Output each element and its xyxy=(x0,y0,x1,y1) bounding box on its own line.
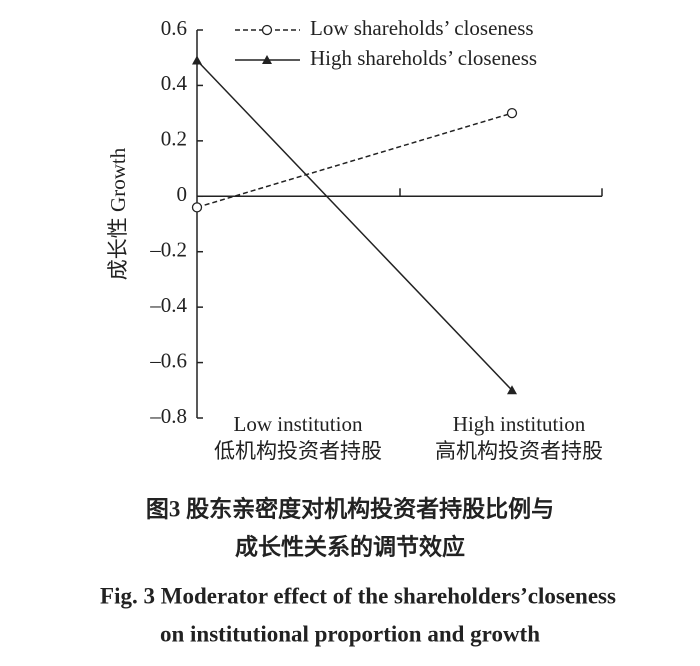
x-tick-label: Low institution xyxy=(234,412,363,436)
x-tick-label: 低机构投资者持股 xyxy=(214,439,382,463)
legend-label: Low shareholds’ closeness xyxy=(310,16,534,40)
y-tick-label: –0.8 xyxy=(149,404,187,428)
x-tick-label: 高机构投资者持股 xyxy=(435,439,603,463)
point xyxy=(191,202,203,213)
caption: on institutional proportion and growth xyxy=(160,621,540,646)
y-tick-label: –0.4 xyxy=(149,293,187,317)
point xyxy=(506,107,518,119)
legend-marker xyxy=(261,24,273,36)
x-tick-label: High institution xyxy=(453,412,586,436)
y-tick-label: –0.2 xyxy=(149,238,187,262)
y-tick-label: 0.6 xyxy=(161,16,187,40)
legend-marker xyxy=(262,55,272,64)
caption: 成长性关系的调节效应 xyxy=(235,533,465,559)
caption: 图3 股东亲密度对机构投资者持股比例与 xyxy=(146,495,554,521)
point xyxy=(192,55,202,65)
legend-label: High shareholds’ closeness xyxy=(310,46,537,70)
y-tick-label: 0.2 xyxy=(161,127,187,151)
y-tick-label: –0.6 xyxy=(149,348,187,372)
y-axis-label: 成长性 Growth xyxy=(106,147,130,280)
series-line xyxy=(196,59,513,391)
point xyxy=(507,385,517,395)
y-tick-label: 0 xyxy=(177,182,188,206)
series-line xyxy=(196,112,513,209)
caption: Fig. 3 Moderator effect of the sharehold… xyxy=(100,583,616,608)
y-tick-label: 0.4 xyxy=(161,71,188,95)
